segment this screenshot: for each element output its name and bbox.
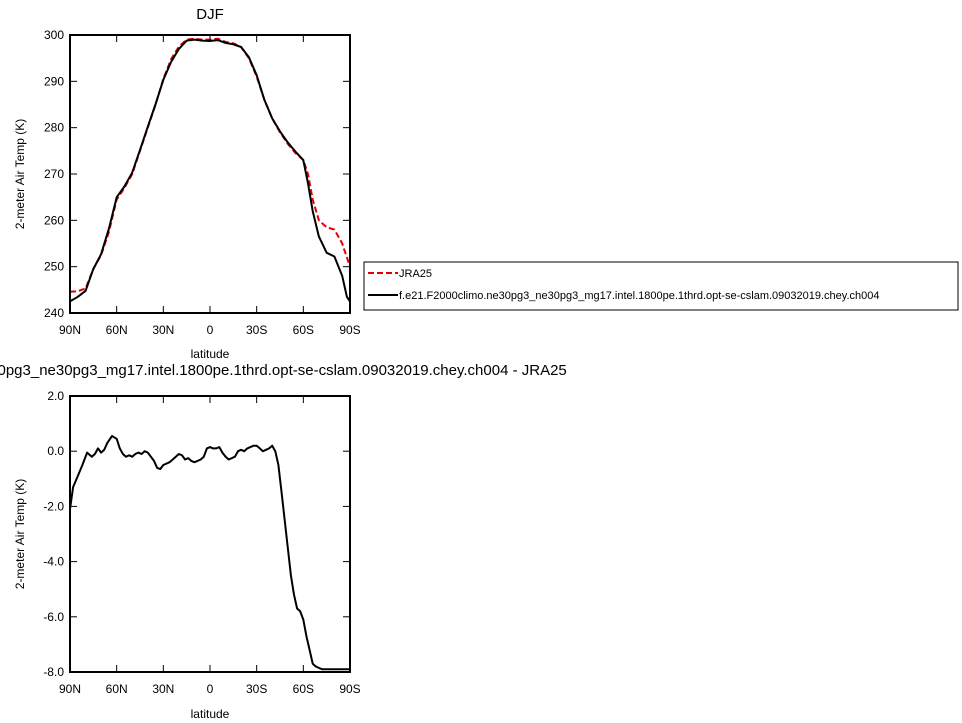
bottom-y-tick-label: -2.0 bbox=[43, 499, 64, 513]
bottom-series-line-0 bbox=[69, 435, 350, 671]
top-x-tick-label: 30S bbox=[246, 323, 267, 337]
legend: JRA25 f.e21.F2000climo.ne30pg3_ne30pg3_m… bbox=[363, 261, 959, 311]
top-y-tick-label: 260 bbox=[44, 213, 64, 227]
top-y-tick-label: 290 bbox=[44, 74, 64, 88]
top-x-tick-label: 30N bbox=[152, 323, 174, 337]
top-series-line-1 bbox=[69, 38, 351, 303]
bottom-y-tick-label: -8.0 bbox=[43, 665, 64, 679]
top-x-tick-label: 60S bbox=[293, 323, 314, 337]
top-y-tick-label: 270 bbox=[44, 167, 64, 181]
top-y-tick-label: 280 bbox=[44, 121, 64, 135]
bottom-y-tick-label: 0.0 bbox=[47, 444, 64, 458]
bottom-x-tick-label: 90N bbox=[59, 682, 81, 696]
top-panel: DJF 90N 60N 30N 0 30S 60S 90S 240 250 260 270 280 29… bbox=[13, 6, 361, 361]
top-x-tick-label: 0 bbox=[207, 323, 214, 337]
top-y-tick-label: 240 bbox=[44, 306, 64, 320]
top-x-tick-label: 60N bbox=[106, 323, 128, 337]
top-y-tick-label: 300 bbox=[44, 28, 64, 42]
bottom-series-group bbox=[69, 435, 350, 671]
top-chart-title: DJF bbox=[196, 6, 224, 23]
top-x-tick-label: 90N bbox=[59, 323, 81, 337]
bottom-x-tick-label: 30N bbox=[152, 682, 174, 696]
bottom-x-axis-label: latitude bbox=[191, 707, 230, 721]
bottom-x-tick-label: 90S bbox=[339, 682, 360, 696]
bottom-y-tick-label: -4.0 bbox=[43, 555, 64, 569]
legend-label-jra25: JRA25 bbox=[399, 268, 432, 280]
bottom-y-tick-label: 2.0 bbox=[47, 389, 64, 403]
legend-label-model: f.e21.F2000climo.ne30pg3_ne30pg3_mg17.in… bbox=[399, 290, 879, 302]
bottom-x-tick-label: 60N bbox=[106, 682, 128, 696]
bottom-panel: f.e21.F2000climo.ne30pg3_ne30pg3_mg17.in… bbox=[0, 362, 567, 721]
bottom-x-tick-label: 30S bbox=[246, 682, 267, 696]
top-ticks-group: 90N 60N 30N 0 30S 60S 90S 240 250 260 270 280 290 300 bbox=[44, 28, 361, 337]
top-x-tick-label: 90S bbox=[339, 323, 360, 337]
bottom-x-tick-label: 0 bbox=[207, 682, 214, 696]
top-series-line-0 bbox=[69, 37, 351, 293]
bottom-ticks-group: 90N 60N 30N 0 30S 60S 90S 2.0 0.0 -2.0 -4.0 -6.0 -8.… bbox=[43, 389, 360, 696]
top-y-axis-label: 2-meter Air Temp (K) bbox=[13, 119, 27, 229]
bottom-chart-title: f.e21.F2000climo.ne30pg3_ne30pg3_mg17.in… bbox=[0, 362, 567, 379]
top-series-group bbox=[69, 37, 351, 303]
top-y-tick-label: 250 bbox=[44, 260, 64, 274]
legend-box bbox=[363, 261, 959, 311]
bottom-y-axis-label: 2-meter Air Temp (K) bbox=[13, 479, 27, 589]
bottom-x-tick-label: 60S bbox=[293, 682, 314, 696]
bottom-y-tick-label: -6.0 bbox=[43, 610, 64, 624]
top-x-axis-label: latitude bbox=[191, 347, 230, 361]
